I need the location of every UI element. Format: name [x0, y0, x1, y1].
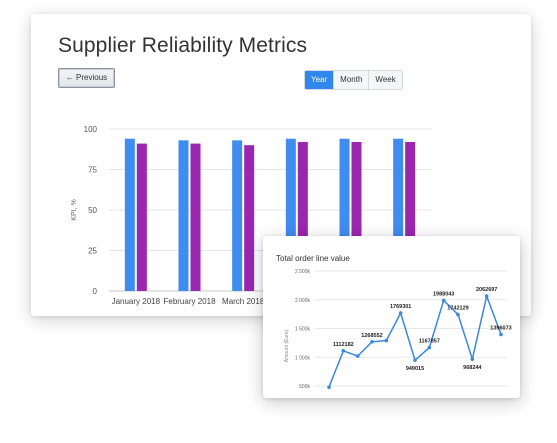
- y-tick-label: 2 500k: [295, 269, 311, 275]
- period-year-button[interactable]: Year: [305, 71, 334, 89]
- bar: [190, 143, 201, 291]
- data-label: 968244: [463, 365, 482, 371]
- bar: [405, 141, 416, 291]
- data-point: [341, 348, 346, 353]
- bar: [393, 138, 404, 291]
- y-tick-label: 75: [88, 166, 97, 175]
- period-toggle-group: Year Month Week: [304, 70, 403, 90]
- y-tick-label: 100: [84, 125, 98, 134]
- order-value-card: Total order line value 500k 1 000k 1 500k 2…: [263, 236, 520, 398]
- bar: [339, 138, 350, 291]
- series-line: [328, 293, 502, 388]
- data-point: [398, 311, 403, 315]
- x-tick-label: January 2018: [112, 297, 161, 306]
- bar: [297, 141, 308, 291]
- data-point: [484, 294, 489, 298]
- x-tick-label: March 2018: [222, 297, 265, 306]
- bar: [351, 141, 362, 291]
- bar: [244, 145, 255, 291]
- y-axis-label: Amount (Euro): [284, 329, 290, 362]
- data-point: [427, 345, 432, 350]
- data-point: [355, 354, 360, 358]
- y-tick-label: 2 000k: [295, 298, 311, 304]
- y-tick-label: 0: [93, 287, 98, 296]
- y-tick-label: 50: [88, 206, 97, 215]
- bar: [136, 143, 147, 291]
- data-label: 949015: [406, 366, 424, 372]
- period-month-button[interactable]: Month: [333, 71, 368, 89]
- data-point: [370, 340, 374, 344]
- data-label: 1988043: [433, 291, 454, 297]
- bar: [285, 138, 296, 291]
- data-label: 1167857: [419, 339, 440, 345]
- y-tick-label: 500k: [299, 384, 310, 390]
- data-point: [499, 332, 503, 337]
- page-title: Supplier Reliability Metrics: [58, 34, 308, 57]
- bar: [178, 140, 189, 291]
- data-point: [384, 338, 389, 343]
- period-week-button[interactable]: Week: [368, 71, 401, 89]
- data-label: 2062697: [476, 287, 497, 293]
- order-value-title: Total order line value: [276, 254, 350, 263]
- data-point: [470, 357, 475, 361]
- data-label: 1742129: [447, 306, 468, 312]
- y-tick-label: 25: [88, 247, 97, 256]
- supplier-reliability-card: 0 25 50 75 100 KPI, % January 2018 February 201…: [31, 14, 531, 316]
- data-label: 1268552: [361, 333, 382, 339]
- order-value-line-chart: 500k 1 000k 1 500k 2 000k 2 500k Amount (Euro…: [284, 269, 512, 390]
- data-point: [413, 358, 417, 362]
- bar: [124, 138, 135, 291]
- data-point: [327, 385, 331, 389]
- y-axis-label: KPI, %: [71, 199, 78, 220]
- data-label: 1396073: [490, 325, 511, 331]
- data-point: [441, 298, 446, 303]
- data-point: [456, 312, 460, 317]
- y-tick-label: 1 000k: [295, 355, 311, 361]
- bar: [232, 140, 243, 291]
- previous-button[interactable]: ← Previous: [58, 68, 115, 88]
- data-label: 1769301: [390, 304, 411, 310]
- data-label: 1112182: [333, 342, 354, 348]
- y-tick-label: 1 500k: [295, 327, 311, 333]
- x-tick-label: February 2018: [163, 297, 216, 306]
